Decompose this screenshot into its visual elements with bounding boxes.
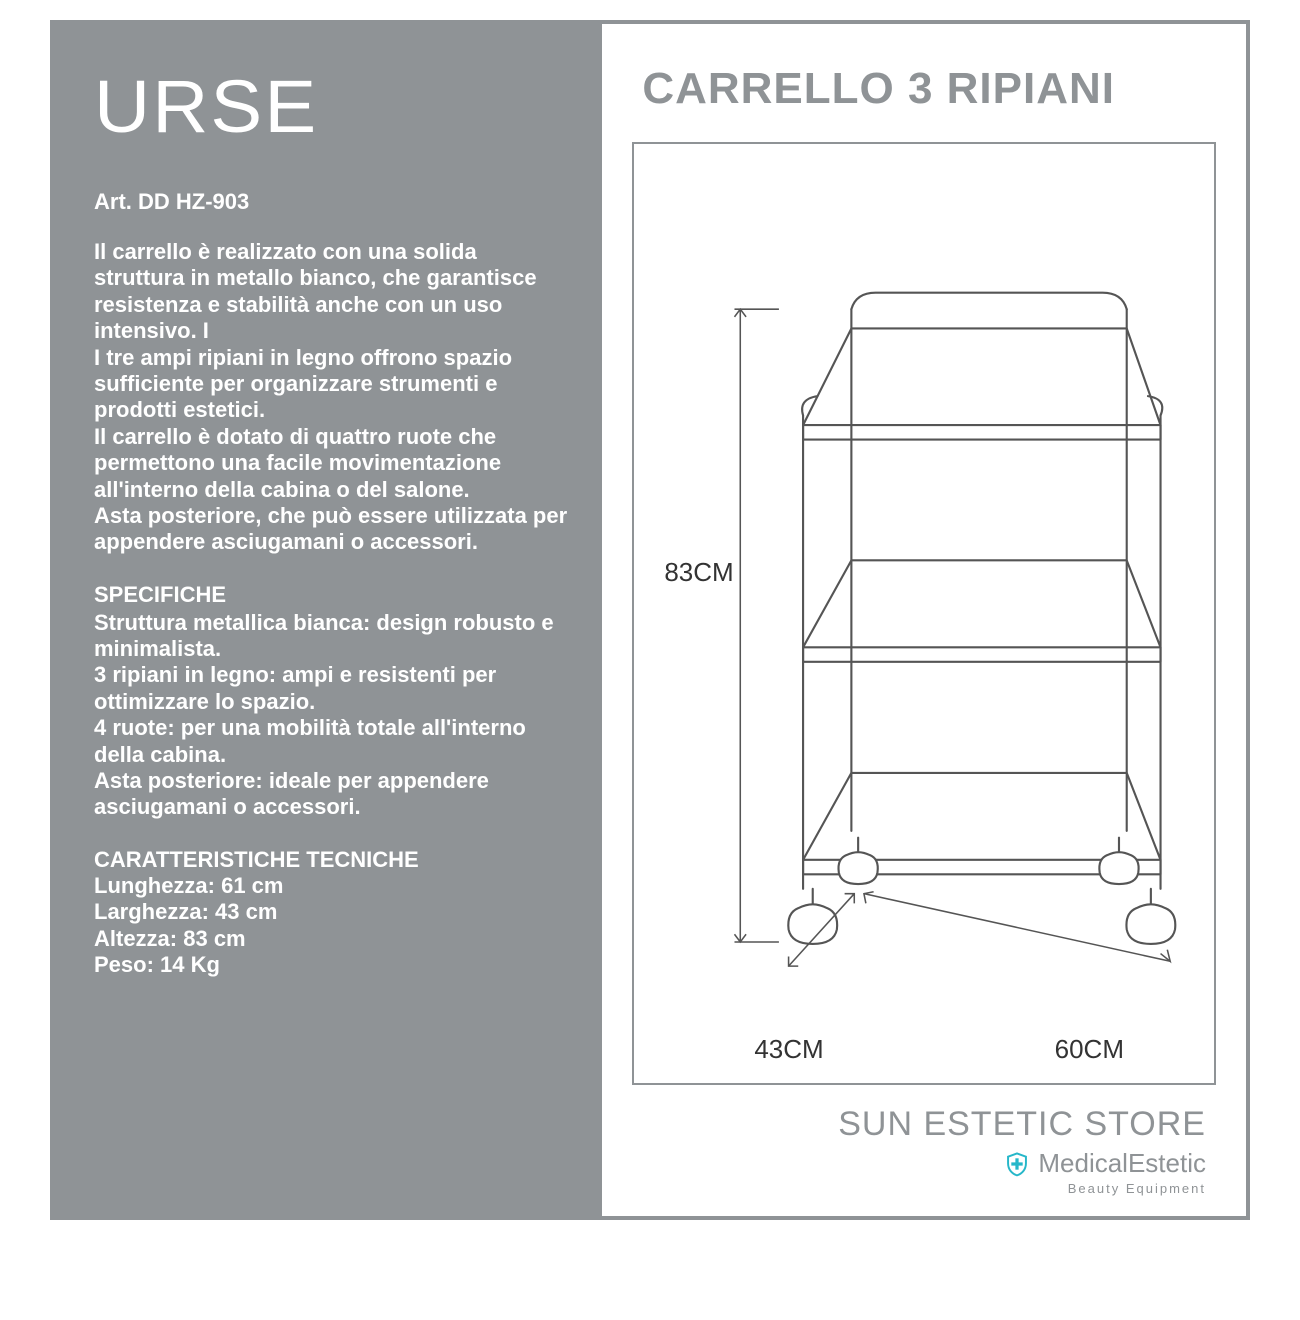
tech-heading: CARATTERISTICHE TECNICHE	[94, 847, 572, 873]
medical-text: MedicalEstetic	[1038, 1148, 1206, 1179]
store-logo: SUN ESTETIC STORE	[632, 1105, 1206, 1144]
left-panel: URSE Art. DD HZ-903 Il carrello è realiz…	[54, 24, 602, 1216]
estetic-word: Estetic	[1128, 1148, 1206, 1178]
right-panel: CARRELLO 3 RIPIANI	[602, 24, 1246, 1216]
article-code: Art. DD HZ-903	[94, 189, 572, 215]
brand-logo: URSE	[94, 64, 596, 149]
product-sheet: URSE Art. DD HZ-903 Il carrello è realiz…	[50, 20, 1250, 1220]
spec-body: Struttura metallica bianca: design robus…	[94, 610, 572, 821]
dim-width-label: 60CM	[1055, 1034, 1124, 1065]
footer-logos: SUN ESTETIC STORE MedicalEstetic Beauty …	[632, 1105, 1216, 1196]
website-url: www.sunesteticstore.it	[23, 888, 44, 1066]
shield-plus-icon	[1004, 1151, 1030, 1177]
dim-depth-label: 43CM	[754, 1034, 823, 1065]
tech-body: Lunghezza: 61 cm Larghezza: 43 cm Altezz…	[94, 873, 572, 979]
tagline: Beauty Equipment	[632, 1181, 1206, 1196]
medical-estetic-logo: MedicalEstetic	[632, 1148, 1206, 1179]
spec-heading: SPECIFICHE	[94, 582, 572, 608]
product-description: Il carrello è realizzato con una solida …	[94, 239, 572, 556]
product-title: CARRELLO 3 RIPIANI	[632, 64, 1216, 114]
trolley-drawing	[634, 144, 1214, 1083]
technical-diagram: 83CM 43CM 60CM	[632, 142, 1216, 1085]
medical-word: Medical	[1038, 1148, 1128, 1178]
dim-height-label: 83CM	[664, 557, 733, 588]
